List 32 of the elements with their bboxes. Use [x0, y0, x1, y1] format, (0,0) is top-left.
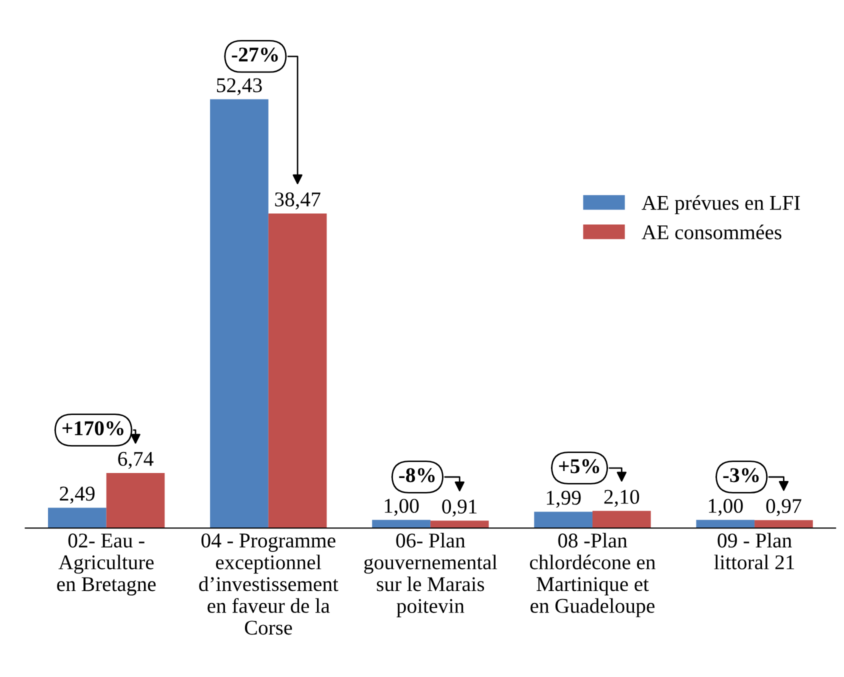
bar	[48, 508, 106, 528]
data-label: 1,99	[546, 490, 581, 508]
x-tick-label: 08 -Plan chlordécone en Martinique et en Guadeloupe	[530, 532, 656, 618]
bar	[430, 520, 489, 528]
data-label: 1,00	[384, 498, 419, 516]
data-label: 0,97	[766, 499, 802, 516]
data-label: 52,43	[216, 78, 262, 96]
data-label: 2,10	[604, 490, 640, 507]
bar	[268, 213, 327, 528]
x-tick-label: 09 - Plan littoral 21	[714, 532, 794, 570]
x-tick-label: 06- Plan gouvernemental sur le Marais poitevin	[364, 532, 498, 618]
data-label: 1,00	[708, 498, 743, 516]
annotation: +170%	[62, 421, 124, 436]
bar	[534, 512, 592, 528]
annotation: +5%	[559, 459, 600, 474]
legend-label: AE consommées	[642, 224, 782, 240]
bar	[754, 520, 813, 528]
data-label: 6,74	[118, 452, 154, 469]
annotation: -3%	[723, 468, 759, 482]
bar	[696, 520, 755, 528]
x-tick-label: 02- Eau - Agriculture en Bretagne	[57, 534, 156, 596]
bar	[372, 520, 430, 528]
annotation: -8%	[399, 468, 435, 482]
x-tick-label: 04 - Programme exceptionnel d’investissement en faveur de la Corse	[199, 533, 338, 635]
legend-label: AE prévues en LFI	[642, 195, 800, 214]
data-label: 2,49	[60, 486, 95, 504]
data-label: 38,47	[275, 192, 320, 210]
bar	[106, 472, 165, 528]
text: -27%	[232, 48, 278, 62]
bar	[592, 510, 651, 528]
bar	[210, 99, 268, 528]
data-label: 0,91	[442, 500, 477, 517]
